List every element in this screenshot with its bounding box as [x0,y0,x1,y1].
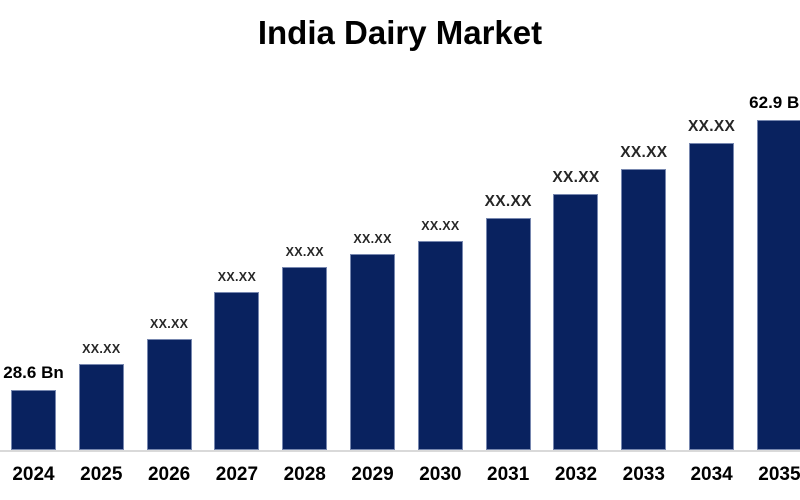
x-tick-2031: 2031 [487,464,530,485]
chart-title: India Dairy Market [257,14,543,51]
value-label-2025: XX.XX [82,341,121,356]
x-tick-2027: 2027 [215,464,259,485]
x-tick-2035: 2035 [758,464,800,485]
bar-2025 [78,364,124,450]
bar-2030 [417,241,463,450]
bar-2035 [756,120,800,450]
x-tick-2034: 2034 [690,464,733,485]
bar-2024 [11,390,56,450]
x-tick-2029: 2029 [351,464,394,485]
bar-2033 [621,169,667,450]
x-tick-2033: 2033 [622,464,665,485]
x-axis-line [0,450,800,452]
value-label-2026: XX.XX [149,316,189,331]
x-tick-2024: 2024 [12,464,55,485]
bar-2032 [553,194,599,450]
value-label-2029: XX.XX [353,231,392,246]
bar-2029 [350,254,396,450]
bar-2026 [146,339,192,450]
value-label-2030: XX.XX [421,218,460,233]
value-label-2034: XX.XX [688,117,736,135]
bar-2027 [214,292,260,450]
bar-2034 [689,143,735,450]
value-label-2032: XX.XX [552,168,600,186]
x-tick-2026: 2026 [147,464,191,485]
value-label-2035: 62.9 Bn [749,93,800,112]
value-label-2028: XX.XX [285,244,324,259]
x-tick-2025: 2025 [80,464,123,485]
value-label-2033: XX.XX [620,143,668,161]
x-tick-2032: 2032 [554,464,598,485]
value-label-2031: XX.XX [484,192,532,210]
bar-2028 [282,267,328,450]
value-label-2027: XX.XX [217,269,257,284]
bar-2031 [485,218,531,450]
x-tick-2030: 2030 [419,464,462,485]
value-label-2024: 28.6 Bn [3,363,64,382]
x-tick-2028: 2028 [283,464,326,485]
